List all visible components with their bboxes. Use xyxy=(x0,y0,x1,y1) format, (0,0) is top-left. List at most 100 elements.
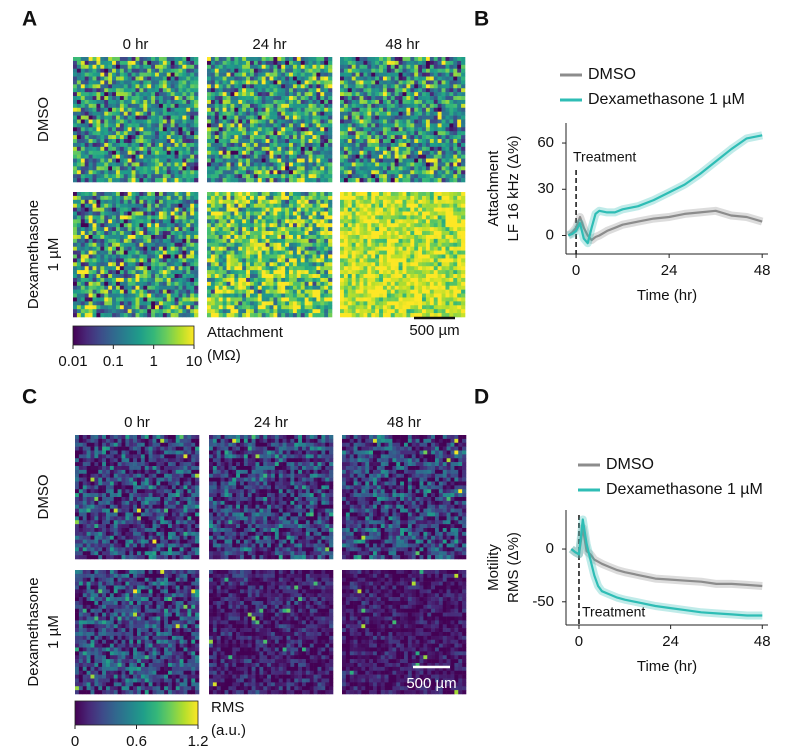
image-pixel xyxy=(92,166,97,171)
image-pixel xyxy=(147,215,152,220)
image-pixel xyxy=(115,227,121,232)
image-pixel xyxy=(242,103,247,109)
image-pixel xyxy=(218,297,223,302)
image-pixel xyxy=(402,166,407,171)
image-pixel xyxy=(147,203,152,208)
image-pixel xyxy=(320,57,325,62)
image-pixel xyxy=(162,162,168,167)
image-pixel xyxy=(386,92,392,97)
image-pixel xyxy=(379,142,384,148)
image-pixel xyxy=(151,57,156,62)
image-pixel xyxy=(425,178,431,183)
image-pixel xyxy=(123,166,128,171)
image-pixel xyxy=(182,309,187,314)
image-pixel xyxy=(289,254,294,259)
image-pixel xyxy=(269,139,274,144)
image-pixel xyxy=(289,242,294,247)
image-pixel xyxy=(135,158,140,163)
image-pixel xyxy=(382,119,388,124)
image-pixel xyxy=(178,135,183,140)
image-pixel xyxy=(174,270,179,275)
image-pixel xyxy=(422,80,427,85)
image-pixel xyxy=(249,96,255,101)
image-pixel xyxy=(143,57,148,62)
image-panel xyxy=(207,192,333,318)
image-pixel xyxy=(178,96,183,101)
image-pixel xyxy=(238,92,243,97)
image-pixel xyxy=(265,238,270,244)
image-pixel xyxy=(182,277,187,283)
image-pixel xyxy=(166,103,171,109)
image-pixel xyxy=(277,127,282,132)
image-pixel xyxy=(441,72,446,77)
image-pixel xyxy=(234,131,239,136)
image-pixel xyxy=(257,274,262,279)
image-pixel xyxy=(296,207,302,212)
image-pixel xyxy=(92,60,97,66)
image-pixel xyxy=(292,281,298,287)
image-pixel xyxy=(277,135,282,140)
image-pixel xyxy=(312,119,317,124)
image-pixel xyxy=(119,166,125,171)
image-pixel xyxy=(300,142,305,148)
image-pixel xyxy=(230,68,235,73)
image-pixel xyxy=(410,135,415,140)
image-pixel xyxy=(96,178,101,183)
image-pixel xyxy=(289,246,294,251)
image-pixel xyxy=(166,227,171,232)
image-pixel xyxy=(84,107,89,112)
image-pixel xyxy=(73,64,78,70)
image-pixel xyxy=(449,178,454,183)
image-pixel xyxy=(186,293,191,298)
image-pixel xyxy=(166,88,171,93)
image-pixel xyxy=(285,162,290,167)
image-pixel xyxy=(100,60,105,66)
image-pixel xyxy=(108,274,113,279)
image-pixel xyxy=(249,227,255,232)
image-pixel xyxy=(131,223,136,228)
image-pixel xyxy=(96,211,101,216)
image-pixel xyxy=(230,111,235,116)
image-pixel xyxy=(73,115,78,120)
image-pixel xyxy=(190,305,195,310)
image-pixel xyxy=(139,242,144,247)
image-pixel xyxy=(182,146,187,152)
image-pixel xyxy=(135,154,140,159)
image-pixel xyxy=(135,234,140,240)
image-pixel xyxy=(328,203,333,208)
image-pixel xyxy=(269,154,274,159)
image-pixel xyxy=(186,60,191,66)
image-pixel xyxy=(108,238,113,244)
image-pixel xyxy=(174,60,179,66)
image-pixel xyxy=(115,195,121,201)
image-pixel xyxy=(308,289,313,294)
image-pixel xyxy=(166,84,171,89)
image-pixel xyxy=(190,313,195,318)
image-pixel xyxy=(139,139,144,144)
image-pixel xyxy=(158,199,164,205)
image-pixel xyxy=(131,123,136,128)
image-pixel xyxy=(218,111,223,116)
image-pixel xyxy=(119,158,125,163)
image-pixel xyxy=(324,192,329,197)
image-pixel xyxy=(242,139,247,144)
image-pixel xyxy=(115,139,121,144)
image-pixel xyxy=(207,115,212,120)
image-pixel xyxy=(375,92,380,97)
image-pixel xyxy=(104,289,109,294)
image-pixel xyxy=(131,266,136,271)
image-pixel xyxy=(108,178,113,183)
image-pixel xyxy=(242,166,247,171)
image-pixel xyxy=(386,146,392,152)
image-pixel xyxy=(398,142,403,148)
image-pixel xyxy=(285,64,290,70)
image-pixel xyxy=(340,178,345,183)
image-pixel xyxy=(289,262,294,267)
image-pixel xyxy=(246,258,251,263)
image-pixel xyxy=(300,246,305,251)
image-pixel xyxy=(127,301,132,306)
image-pixel xyxy=(238,215,243,220)
image-pixel xyxy=(214,123,220,128)
image-pixel xyxy=(246,250,251,255)
image-pixel xyxy=(425,64,431,70)
